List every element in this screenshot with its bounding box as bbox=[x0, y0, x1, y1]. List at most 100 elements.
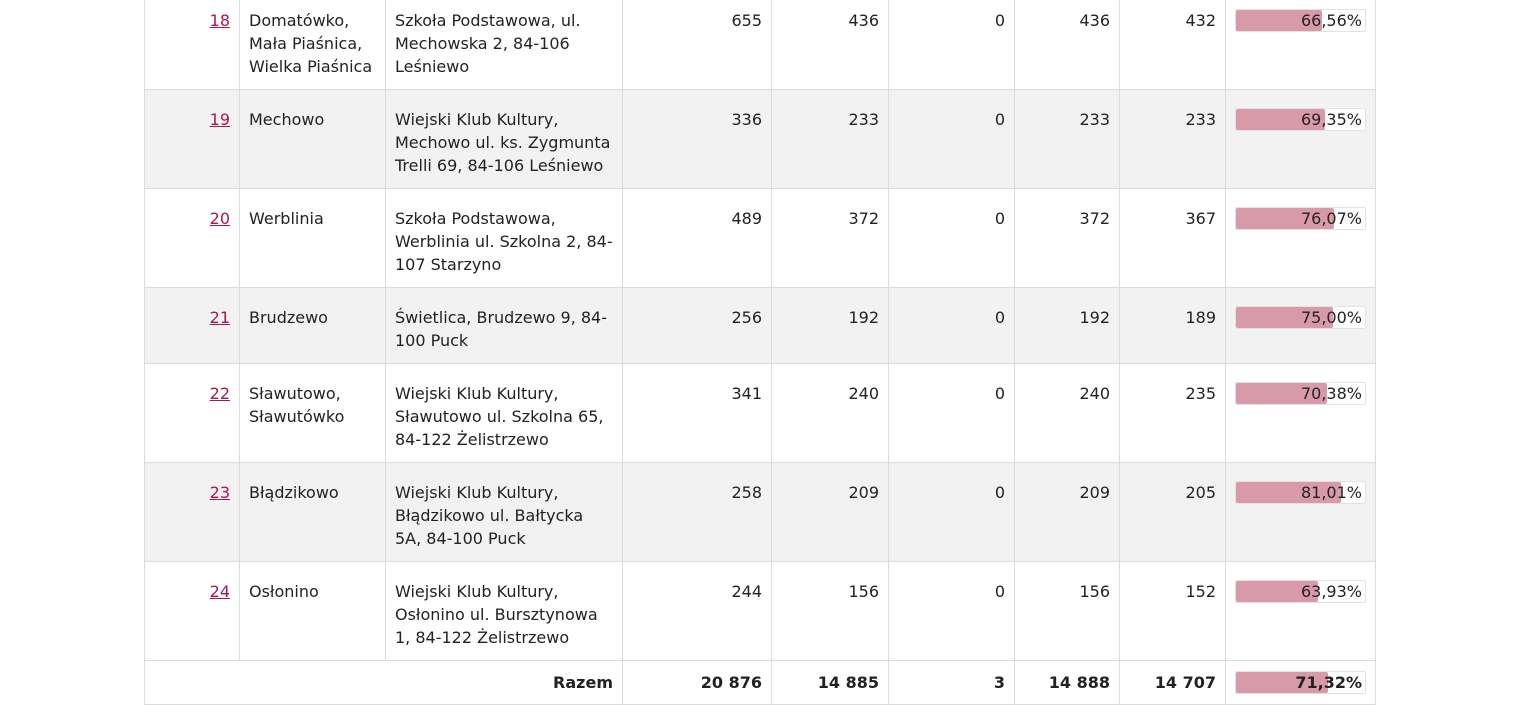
ballots-issued: 436 bbox=[771, 0, 889, 90]
ballots-cast: 240 bbox=[1014, 363, 1120, 463]
polling-station-address: Świetlica, Brudzewo 9, 84-100 Puck bbox=[385, 287, 623, 364]
turnout-bar: 75,00% bbox=[1235, 306, 1366, 329]
valid-votes: 189 bbox=[1119, 287, 1226, 364]
valid-votes: 235 bbox=[1119, 363, 1226, 463]
turnout-percent: 81,01% bbox=[1300, 483, 1362, 502]
ballots-cast: 192 bbox=[1014, 287, 1120, 364]
total-eligible: 20 876 bbox=[622, 660, 772, 705]
other-ballots: 0 bbox=[888, 287, 1015, 364]
ballots-issued: 156 bbox=[771, 561, 889, 661]
district-number-cell: 21 bbox=[144, 287, 240, 364]
eligible-voters: 655 bbox=[622, 0, 772, 90]
turnout-bar: 63,93% bbox=[1235, 580, 1366, 603]
other-ballots: 0 bbox=[888, 0, 1015, 90]
eligible-voters: 489 bbox=[622, 188, 772, 288]
turnout-cell: 75,00% bbox=[1225, 287, 1376, 364]
district-number-link[interactable]: 22 bbox=[209, 384, 230, 403]
total-valid-votes: 14 707 bbox=[1119, 660, 1226, 705]
valid-votes: 233 bbox=[1119, 89, 1226, 189]
other-ballots: 0 bbox=[888, 89, 1015, 189]
turnout-bar-fill bbox=[1236, 307, 1333, 328]
table-row: 20 Werblinia Szkoła Podstawowa, Werblinia … bbox=[144, 188, 1376, 288]
turnout-cell: 81,01% bbox=[1225, 462, 1376, 562]
eligible-voters: 258 bbox=[622, 462, 772, 562]
district-number-link[interactable]: 18 bbox=[209, 11, 230, 30]
turnout-bar-fill bbox=[1236, 383, 1327, 404]
table-row: 24 Osłonino Wiejski Klub Kultury, Osłonino… bbox=[144, 561, 1376, 661]
place-name: Osłonino bbox=[239, 561, 386, 661]
valid-votes: 152 bbox=[1119, 561, 1226, 661]
place-name: Domatówko, Mała Piaśnica, Wielka Piaśnic… bbox=[239, 0, 386, 90]
table-row: 22 Sławutowo, Sławutówko Wiejski Klub Kult… bbox=[144, 363, 1376, 463]
turnout-cell: 69,35% bbox=[1225, 89, 1376, 189]
table-row: 18 Domatówko, Mała Piaśnica, Wielka Piaśn… bbox=[144, 0, 1376, 90]
district-number-link[interactable]: 21 bbox=[209, 308, 230, 327]
ballots-issued: 192 bbox=[771, 287, 889, 364]
turnout-percent: 63,93% bbox=[1300, 582, 1362, 601]
results-table: 18 Domatówko, Mała Piaśnica, Wielka Piaśn… bbox=[144, 0, 1376, 705]
district-number-cell: 24 bbox=[144, 561, 240, 661]
district-number-link[interactable]: 24 bbox=[209, 582, 230, 601]
polling-station-address: Wiejski Klub Kultury, Mechowo ul. ks. Zy… bbox=[385, 89, 623, 189]
district-number-link[interactable]: 20 bbox=[209, 209, 230, 228]
turnout-bar: 70,38% bbox=[1235, 382, 1366, 405]
ballots-issued: 233 bbox=[771, 89, 889, 189]
turnout-bar: 66,56% bbox=[1235, 9, 1366, 32]
polling-station-address: Wiejski Klub Kultury, Błądzikowo ul. Bał… bbox=[385, 462, 623, 562]
valid-votes: 367 bbox=[1119, 188, 1226, 288]
turnout-cell: 66,56% bbox=[1225, 0, 1376, 90]
other-ballots: 0 bbox=[888, 462, 1015, 562]
ballots-cast: 156 bbox=[1014, 561, 1120, 661]
other-ballots: 0 bbox=[888, 188, 1015, 288]
turnout-percent: 66,56% bbox=[1300, 11, 1362, 30]
turnout-cell: 70,38% bbox=[1225, 363, 1376, 463]
district-number-link[interactable]: 23 bbox=[209, 483, 230, 502]
total-other: 3 bbox=[888, 660, 1015, 705]
turnout-bar-fill bbox=[1236, 109, 1326, 130]
place-name: Brudzewo bbox=[239, 287, 386, 364]
turnout-bar-fill bbox=[1236, 208, 1335, 229]
ballots-issued: 372 bbox=[771, 188, 889, 288]
ballots-cast: 209 bbox=[1014, 462, 1120, 562]
polling-station-address: Szkoła Podstawowa, ul. Mechowska 2, 84-1… bbox=[385, 0, 623, 90]
ballots-issued: 240 bbox=[771, 363, 889, 463]
turnout-cell: 76,07% bbox=[1225, 188, 1376, 288]
valid-votes: 432 bbox=[1119, 0, 1226, 90]
total-row: Razem 20 876 14 885 3 14 888 14 707 71,3… bbox=[144, 660, 1376, 705]
district-number-cell: 20 bbox=[144, 188, 240, 288]
turnout-percent: 76,07% bbox=[1300, 209, 1362, 228]
turnout-percent: 70,38% bbox=[1300, 384, 1362, 403]
district-number-cell: 18 bbox=[144, 0, 240, 90]
total-turnout-cell: 71,32% bbox=[1225, 660, 1376, 705]
place-name: Mechowo bbox=[239, 89, 386, 189]
table-row: 19 Mechowo Wiejski Klub Kultury, Mechowo u… bbox=[144, 89, 1376, 189]
turnout-bar: 81,01% bbox=[1235, 481, 1366, 504]
turnout-bar-fill bbox=[1236, 10, 1322, 31]
eligible-voters: 256 bbox=[622, 287, 772, 364]
ballots-cast: 436 bbox=[1014, 0, 1120, 90]
table-body: 18 Domatówko, Mała Piaśnica, Wielka Piaśn… bbox=[144, 0, 1376, 661]
polling-station-address: Szkoła Podstawowa, Werblinia ul. Szkolna… bbox=[385, 188, 623, 288]
turnout-percent: 71,32% bbox=[1295, 673, 1362, 692]
turnout-bar-fill bbox=[1236, 482, 1341, 503]
total-ballots-cast: 14 888 bbox=[1014, 660, 1120, 705]
turnout-bar: 71,32% bbox=[1235, 671, 1366, 694]
district-number-link[interactable]: 19 bbox=[209, 110, 230, 129]
valid-votes: 205 bbox=[1119, 462, 1226, 562]
place-name: Sławutowo, Sławutówko bbox=[239, 363, 386, 463]
district-number-cell: 23 bbox=[144, 462, 240, 562]
polling-station-address: Wiejski Klub Kultury, Sławutowo ul. Szko… bbox=[385, 363, 623, 463]
other-ballots: 0 bbox=[888, 363, 1015, 463]
eligible-voters: 336 bbox=[622, 89, 772, 189]
district-number-cell: 19 bbox=[144, 89, 240, 189]
turnout-bar-fill bbox=[1236, 581, 1319, 602]
turnout-bar: 76,07% bbox=[1235, 207, 1366, 230]
ballots-cast: 233 bbox=[1014, 89, 1120, 189]
other-ballots: 0 bbox=[888, 561, 1015, 661]
eligible-voters: 341 bbox=[622, 363, 772, 463]
ballots-cast: 372 bbox=[1014, 188, 1120, 288]
place-name: Werblinia bbox=[239, 188, 386, 288]
place-name: Błądzikowo bbox=[239, 462, 386, 562]
table-row: 21 Brudzewo Świetlica, Brudzewo 9, 84-100 … bbox=[144, 287, 1376, 364]
turnout-bar: 69,35% bbox=[1235, 108, 1366, 131]
